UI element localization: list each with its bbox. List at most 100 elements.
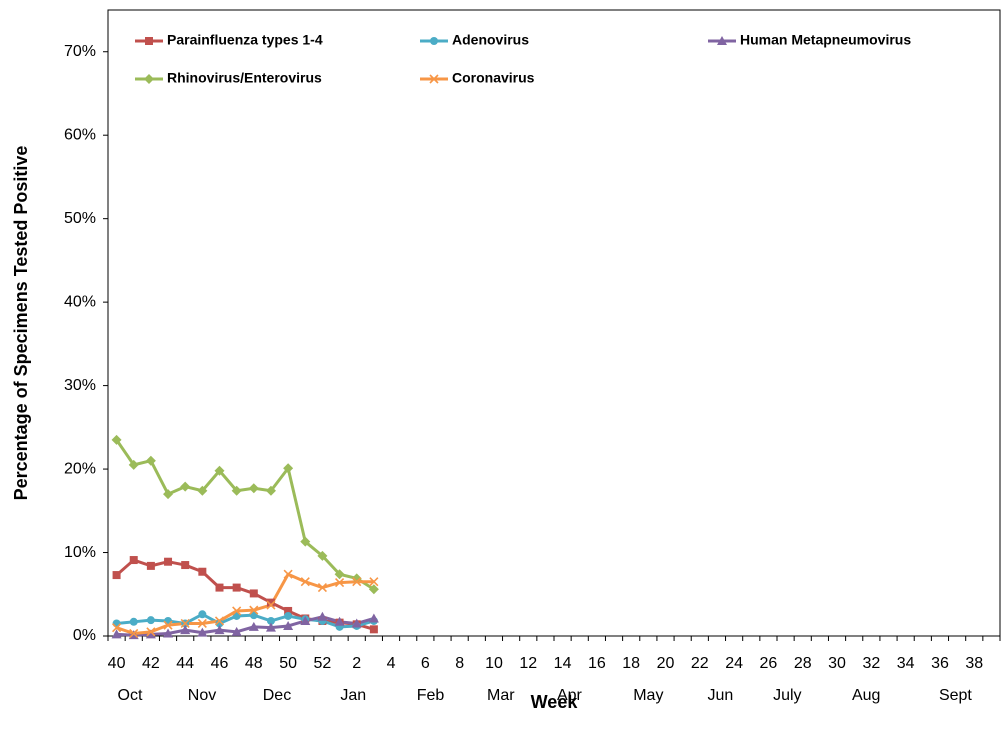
data-point — [369, 577, 379, 587]
x-tick-label: 40 — [108, 655, 126, 672]
x-tick-label: 20 — [657, 655, 675, 672]
data-point — [111, 434, 122, 445]
month-label: Nov — [188, 687, 216, 704]
data-point — [284, 611, 293, 620]
x-tick-label: 42 — [142, 655, 160, 672]
data-point — [248, 621, 259, 631]
data-point — [335, 578, 345, 588]
data-point — [128, 459, 139, 470]
y-tick-label: 0% — [73, 627, 96, 644]
x-tick-label: 32 — [862, 655, 880, 672]
data-point — [197, 485, 208, 496]
x-tick-label: 38 — [965, 655, 983, 672]
month-label: Dec — [263, 687, 291, 704]
data-point — [163, 489, 174, 500]
data-point — [215, 619, 224, 628]
x-tick-label: 30 — [828, 655, 846, 672]
x-tick-label: 48 — [245, 655, 263, 672]
x-tick-label: 14 — [554, 655, 572, 672]
data-point — [283, 620, 294, 630]
data-point — [352, 577, 362, 587]
data-point — [181, 561, 190, 570]
data-point — [163, 620, 173, 630]
series-line — [115, 558, 375, 631]
x-tick-label: 6 — [421, 655, 430, 672]
data-point — [351, 618, 362, 628]
data-point — [300, 615, 311, 625]
data-point — [266, 598, 275, 607]
data-point — [248, 483, 259, 494]
legend-label: Rhinovirus/Enterovirus — [167, 70, 322, 86]
data-point — [214, 616, 225, 626]
data-point — [145, 629, 156, 639]
data-point — [334, 569, 345, 580]
legend-marker — [429, 74, 439, 84]
y-tick-label: 40% — [64, 293, 96, 310]
data-point — [111, 629, 122, 639]
x-tick-label: 8 — [455, 655, 464, 672]
legend-label: Human Metapneumovirus — [740, 32, 911, 48]
data-point — [317, 583, 327, 593]
x-tick-label: 12 — [519, 655, 537, 672]
data-point — [146, 616, 155, 625]
month-label: Mar — [487, 687, 515, 704]
data-point — [112, 619, 121, 628]
month-label: Oct — [118, 687, 143, 704]
data-point — [112, 623, 122, 633]
month-label: Jan — [340, 687, 366, 704]
y-tick-label: 30% — [64, 377, 96, 394]
data-point — [265, 485, 276, 496]
month-label: Jun — [707, 687, 733, 704]
data-point — [232, 583, 241, 592]
y-axis-title: Percentage of Specimens Tested Positive — [11, 146, 31, 501]
data-point — [214, 465, 225, 476]
data-point — [249, 605, 259, 615]
data-point — [215, 583, 224, 592]
x-tick-label: 50 — [279, 655, 297, 672]
month-label: Aug — [852, 687, 880, 704]
data-point — [163, 628, 174, 638]
y-tick-label: 50% — [64, 210, 96, 227]
data-point — [164, 557, 173, 566]
series-line — [116, 612, 375, 629]
legend-marker — [717, 36, 727, 45]
data-point — [317, 611, 328, 621]
legend-marker — [144, 74, 154, 84]
data-point — [129, 617, 138, 626]
x-tick-label: 10 — [485, 655, 503, 672]
data-point — [146, 627, 156, 637]
x-tick-label: 52 — [314, 655, 332, 672]
data-point — [368, 584, 379, 595]
x-tick-label: 24 — [725, 655, 743, 672]
data-point — [112, 571, 121, 580]
data-point — [198, 567, 207, 576]
month-label: Sept — [939, 687, 972, 704]
data-point — [129, 556, 138, 565]
data-point — [368, 613, 379, 623]
data-point — [334, 616, 345, 626]
data-point — [198, 610, 207, 619]
data-point — [197, 627, 208, 637]
data-point — [145, 455, 156, 466]
x-tick-label: 26 — [760, 655, 778, 672]
y-tick-label: 20% — [64, 460, 96, 477]
x-tick-label: 28 — [794, 655, 812, 672]
x-tick-label: 2 — [352, 655, 361, 672]
data-point — [180, 625, 191, 635]
series-line — [116, 615, 375, 637]
data-point — [283, 569, 293, 579]
data-point — [266, 616, 275, 625]
legend-label: Coronavirus — [452, 70, 535, 86]
data-point — [214, 625, 225, 635]
x-tick-label: 44 — [176, 655, 194, 672]
month-label: Feb — [417, 687, 445, 704]
legend-marker — [145, 37, 153, 45]
legend-marker — [430, 37, 438, 45]
x-tick-label: 36 — [931, 655, 949, 672]
data-point — [180, 481, 191, 492]
data-point — [231, 626, 242, 636]
x-tick-label: 46 — [211, 655, 229, 672]
x-tick-label: 16 — [588, 655, 606, 672]
y-tick-label: 10% — [64, 544, 96, 561]
plot-frame — [107, 9, 1001, 637]
